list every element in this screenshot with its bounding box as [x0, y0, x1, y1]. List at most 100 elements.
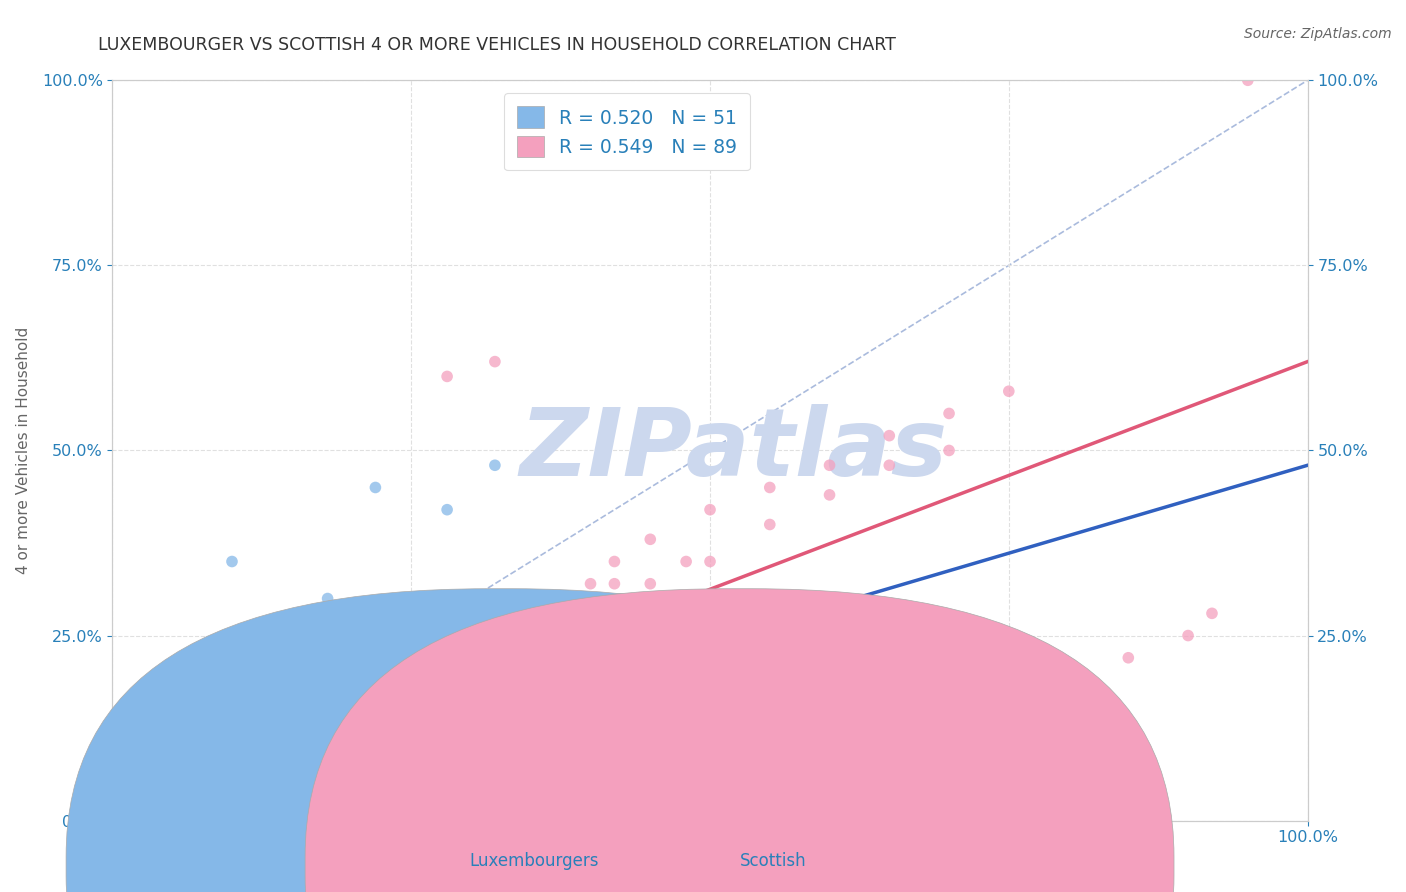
Point: [107, 810, 129, 824]
Point: [114, 807, 135, 822]
Point: [162, 795, 183, 809]
Point: [155, 795, 177, 809]
Point: [120, 807, 142, 822]
Point: [114, 803, 135, 817]
Point: [143, 806, 166, 821]
Point: [111, 803, 134, 817]
Point: [149, 805, 172, 819]
Point: [191, 784, 214, 798]
Point: [111, 810, 134, 824]
Point: [257, 665, 280, 680]
Point: [107, 806, 129, 821]
Point: [759, 517, 782, 532]
Point: [938, 443, 960, 458]
Text: Scottish: Scottish: [740, 852, 807, 870]
Point: [107, 803, 129, 817]
Point: [125, 806, 148, 821]
Point: [135, 798, 157, 813]
Point: [179, 791, 201, 805]
Point: [162, 803, 183, 817]
Text: Luxembourgers: Luxembourgers: [470, 852, 599, 870]
Point: [128, 803, 150, 817]
Point: [364, 681, 387, 695]
Point: [122, 803, 145, 817]
Point: [120, 795, 142, 809]
Point: [699, 502, 721, 516]
Point: [938, 407, 960, 421]
Point: [131, 791, 153, 805]
Point: [131, 803, 153, 817]
Point: [131, 798, 153, 813]
Y-axis label: 4 or more Vehicles in Household: 4 or more Vehicles in Household: [15, 326, 31, 574]
Point: [143, 791, 166, 805]
Point: [818, 488, 841, 502]
Point: [128, 803, 150, 817]
Point: [292, 607, 315, 621]
Point: [115, 806, 138, 821]
Point: [143, 798, 166, 813]
Point: [179, 797, 201, 812]
Point: [149, 791, 172, 805]
Point: [125, 798, 148, 813]
Point: [120, 810, 142, 824]
Point: [162, 788, 183, 802]
Point: [257, 755, 280, 769]
Legend: R = 0.520   N = 51, R = 0.549   N = 89: R = 0.520 N = 51, R = 0.549 N = 89: [505, 94, 749, 170]
Point: [138, 803, 160, 817]
Point: [316, 717, 339, 731]
Point: [364, 480, 387, 494]
Point: [484, 458, 506, 473]
Point: [879, 428, 901, 442]
Point: [114, 795, 135, 809]
Point: [143, 798, 166, 813]
Text: ZIPatlas: ZIPatlas: [520, 404, 948, 497]
Point: [107, 810, 129, 824]
Point: [138, 803, 160, 817]
Point: [316, 591, 339, 606]
Point: [186, 788, 208, 802]
Point: [111, 807, 134, 822]
Point: [131, 807, 153, 822]
Point: [209, 784, 232, 798]
Point: [125, 791, 148, 805]
Point: [340, 703, 363, 717]
Text: Source: ZipAtlas.com: Source: ZipAtlas.com: [1244, 27, 1392, 41]
Point: [1237, 73, 1260, 87]
Point: [138, 798, 160, 813]
Point: [186, 795, 208, 809]
Point: [603, 576, 626, 591]
Point: [138, 807, 160, 822]
Point: [269, 747, 291, 761]
Point: [436, 650, 458, 665]
Point: [269, 650, 291, 665]
Point: [245, 703, 267, 717]
Point: [120, 803, 142, 817]
Point: [115, 810, 138, 824]
Point: [292, 732, 315, 747]
Point: [998, 384, 1021, 399]
Point: [120, 806, 142, 821]
Point: [675, 555, 697, 569]
Text: LUXEMBOURGER VS SCOTTISH 4 OR MORE VEHICLES IN HOUSEHOLD CORRELATION CHART: LUXEMBOURGER VS SCOTTISH 4 OR MORE VEHIC…: [98, 36, 896, 54]
Point: [135, 806, 157, 821]
Point: [173, 798, 195, 813]
Point: [1201, 607, 1223, 621]
Point: [209, 755, 232, 769]
Point: [114, 810, 135, 824]
Point: [1177, 628, 1199, 642]
Point: [122, 806, 145, 821]
Point: [759, 480, 782, 494]
Point: [167, 800, 190, 814]
Point: [640, 533, 662, 547]
Point: [131, 797, 153, 812]
Point: [162, 795, 183, 809]
Point: [520, 607, 543, 621]
Point: [1118, 650, 1140, 665]
Point: [233, 769, 256, 783]
Point: [484, 354, 506, 368]
Point: [115, 798, 138, 813]
Point: [281, 739, 304, 754]
Point: [640, 576, 662, 591]
Point: [436, 502, 458, 516]
Point: [603, 555, 626, 569]
